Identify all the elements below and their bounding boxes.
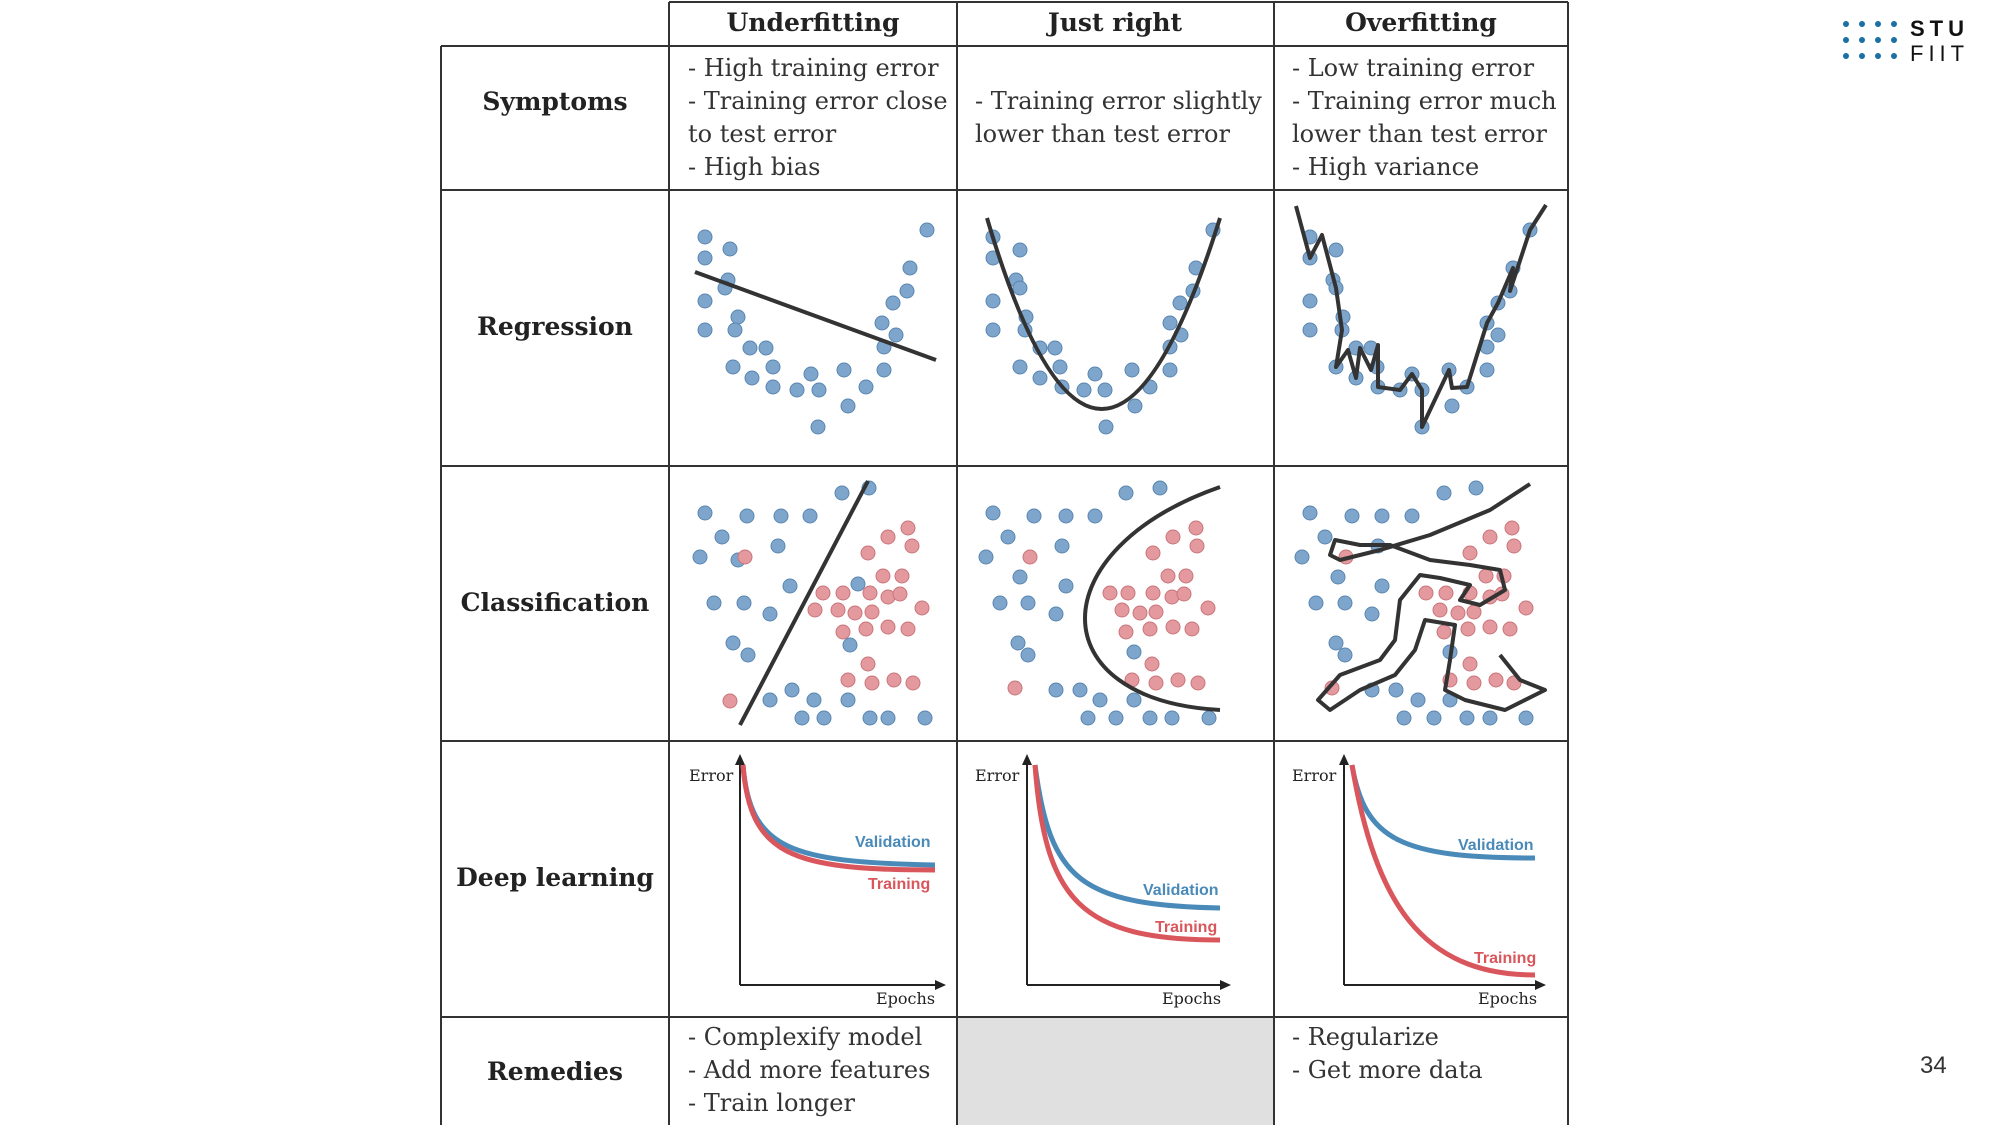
training-label: Training — [1155, 919, 1217, 936]
remedies-just-right-empty-cell — [957, 1017, 1274, 1125]
training-label: Training — [1474, 950, 1536, 967]
y-axis-arrow — [735, 754, 745, 765]
remedy-line: - Get more data — [1292, 1056, 1483, 1084]
remedies-overfitting: - Regularize - Get more data — [1292, 1023, 1483, 1084]
validation-label: Validation — [1143, 882, 1219, 899]
symptom-line: - Training error slightly — [975, 87, 1262, 115]
logo-dot-grid-icon — [1843, 21, 1897, 59]
header-overfitting: Overfitting — [1345, 8, 1497, 37]
x-axis-label: Epochs — [876, 989, 935, 1008]
symptom-line: - Training error much — [1292, 87, 1557, 115]
quadratic-fit-curve — [985, 217, 1222, 411]
red-class-points — [1007, 520, 1216, 696]
symptom-line: - Training error close — [688, 87, 948, 115]
linear-decision-boundary — [738, 480, 870, 726]
header-just-right: Just right — [1046, 8, 1183, 37]
classification-just-right-plot — [978, 480, 1221, 726]
y-axis-arrow — [1022, 754, 1032, 765]
page-number: 34 — [1920, 1052, 1947, 1079]
regression-underfitting-plot — [694, 222, 937, 435]
x-axis-arrow — [935, 980, 946, 990]
training-label: Training — [868, 876, 930, 893]
training-curve — [740, 764, 936, 873]
deep-learning-overfitting-chart: Error Epochs Validation Training — [1292, 754, 1546, 1008]
y-axis-arrow — [1339, 754, 1349, 765]
overfit-jagged-curve — [1294, 203, 1548, 429]
remedies-underfitting: - Complexify model - Add more features -… — [688, 1023, 930, 1117]
symptom-line: lower than test error — [1292, 120, 1548, 148]
y-axis-label: Error — [1292, 766, 1337, 785]
remedy-line: - Add more features — [688, 1056, 930, 1084]
x-axis-label: Epochs — [1478, 989, 1537, 1008]
row-label-classification: Classification — [461, 588, 650, 617]
symptoms-overfitting: - Low training error - Training error mu… — [1292, 54, 1557, 181]
linear-fit-line — [694, 270, 937, 362]
symptoms-underfitting: - High training error - Training error c… — [688, 54, 948, 181]
symptom-line: - High training error — [688, 54, 939, 82]
axes — [1343, 760, 1540, 986]
training-curve — [1349, 764, 1536, 978]
row-label-deep-learning: Deep learning — [456, 863, 654, 892]
red-class-points — [722, 520, 930, 709]
training-curve — [1032, 764, 1221, 943]
header-underfitting: Underfitting — [727, 8, 900, 37]
y-axis-label: Error — [975, 766, 1020, 785]
classification-underfitting-plot — [692, 480, 933, 726]
symptom-line: to test error — [688, 120, 837, 148]
row-label-symptoms: Symptoms — [482, 87, 627, 116]
deep-learning-just-right-chart: Error Epochs Validation Training — [975, 754, 1231, 1008]
symptom-line: - High bias — [688, 153, 820, 181]
scatter-points — [697, 222, 935, 435]
logo-text-stu: STU — [1910, 16, 1969, 41]
regression-overfitting-plot — [1294, 203, 1548, 435]
row-label-remedies: Remedies — [487, 1057, 623, 1086]
scatter-points — [985, 222, 1221, 435]
x-axis-arrow — [1535, 980, 1546, 990]
x-axis-arrow — [1220, 980, 1231, 990]
axes — [1026, 760, 1225, 986]
table-grid-lines — [440, 1, 1569, 1125]
validation-label: Validation — [1458, 837, 1534, 854]
regression-just-right-plot — [985, 217, 1222, 435]
symptom-line: lower than test error — [975, 120, 1231, 148]
axes — [739, 760, 940, 986]
symptom-line: - High variance — [1292, 153, 1479, 181]
blue-class-points — [692, 480, 933, 726]
blue-class-points — [978, 480, 1217, 726]
y-axis-label: Error — [689, 766, 734, 785]
classification-overfitting-plot — [1294, 480, 1547, 726]
logo-text-fiit: FIIT — [1910, 41, 1969, 66]
validation-curve — [1032, 764, 1221, 911]
remedy-line: - Complexify model — [688, 1023, 922, 1051]
stu-fiit-logo: STU FIIT — [1843, 16, 1969, 66]
deep-learning-underfitting-chart: Error Epochs Validation Training — [689, 754, 946, 1008]
remedy-line: - Regularize — [1292, 1023, 1439, 1051]
row-label-regression: Regression — [477, 312, 633, 341]
symptom-line: - Low training error — [1292, 54, 1535, 82]
overfit-decision-boundary — [1316, 482, 1547, 712]
x-axis-label: Epochs — [1162, 989, 1221, 1008]
curved-decision-boundary — [1083, 485, 1221, 712]
symptoms-just-right: - Training error slightly lower than tes… — [975, 87, 1262, 148]
remedy-line: - Train longer — [688, 1089, 855, 1117]
validation-label: Validation — [855, 834, 931, 851]
